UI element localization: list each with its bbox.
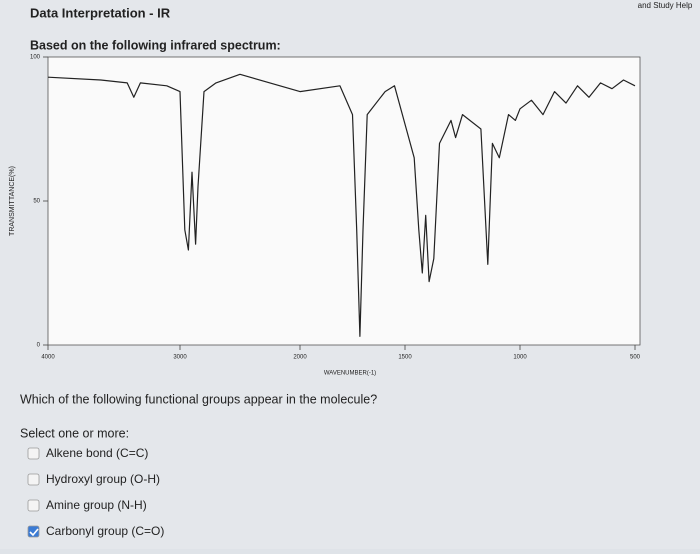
- x-axis-label: WAVENUMBER(-1): [324, 371, 376, 377]
- checkbox[interactable]: [27, 525, 40, 538]
- option-label[interactable]: Carbonyl group (C=O): [46, 524, 164, 538]
- options: Alkene bond (C=C) Hydroxyl group (O-H) Ami…: [27, 446, 164, 538]
- x-tick-label: 1000: [513, 355, 527, 361]
- checkbox[interactable]: [27, 499, 40, 512]
- plot-area: [47, 56, 641, 346]
- y-tick-label: 0: [37, 343, 41, 349]
- option-label[interactable]: Amine group (N-H): [46, 498, 147, 512]
- checkbox[interactable]: [27, 447, 40, 460]
- checkbox[interactable]: [27, 473, 40, 486]
- x-tick-label: 500: [630, 355, 641, 361]
- spectrum-line: [47, 73, 636, 337]
- y-axis-label: TRANSMITTANCE(%): [9, 166, 16, 236]
- x-tick-label: 2000: [293, 355, 307, 361]
- page-title: Data Interpretation - IR: [30, 5, 171, 20]
- instruction: Select one or more:: [20, 426, 129, 440]
- question-text: Which of the following functional groups…: [20, 392, 377, 406]
- x-tick-label: 1500: [398, 355, 412, 361]
- y-tick-label: 100: [30, 55, 41, 61]
- x-tick-label: 4000: [41, 355, 55, 361]
- prompt: Based on the following infrared spectrum…: [30, 38, 281, 52]
- corner-text: and Study Help: [638, 1, 693, 10]
- check-mark: [29, 528, 39, 537]
- option-label[interactable]: Alkene bond (C=C): [46, 446, 148, 460]
- y-tick-label: 50: [33, 199, 40, 205]
- x-tick-label: 3000: [173, 355, 187, 361]
- option-label[interactable]: Hydroxyl group (O-H): [46, 472, 160, 486]
